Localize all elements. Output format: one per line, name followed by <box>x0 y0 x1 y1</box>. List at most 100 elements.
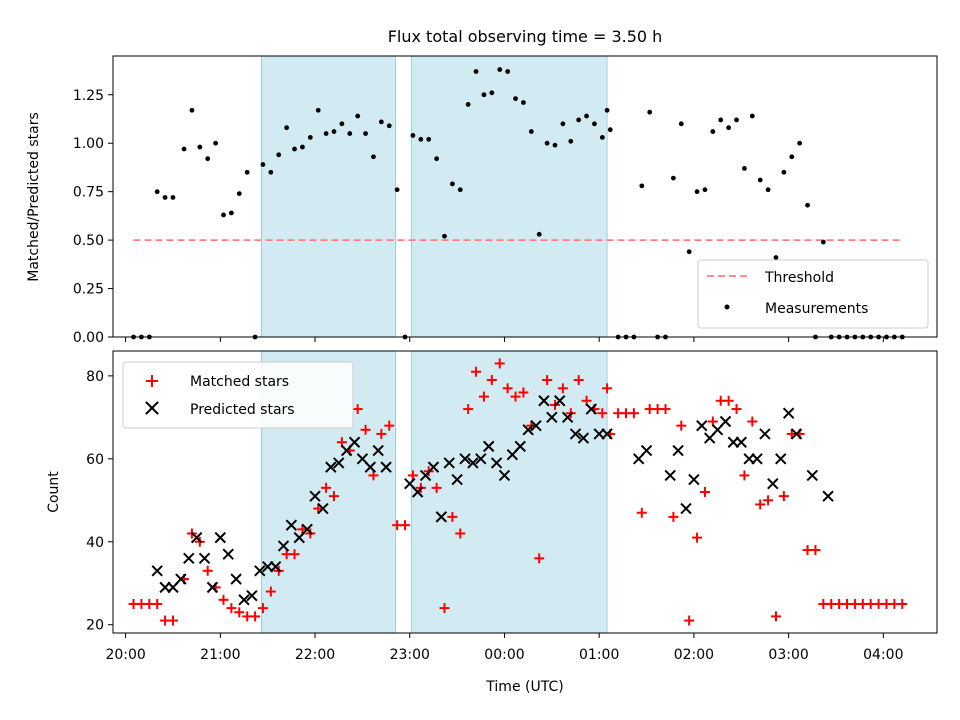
matched-star-point <box>810 545 821 556</box>
measurement-point <box>576 117 582 123</box>
measurement-point <box>789 154 795 160</box>
y-tick-label: 40 <box>86 535 104 551</box>
predicted-star-point <box>309 490 321 502</box>
predicted-star-point <box>640 444 653 457</box>
matched-star-point <box>636 507 647 518</box>
measurement-point <box>244 169 250 175</box>
matched-star-point <box>376 428 387 439</box>
y-tick-label: 1.25 <box>73 88 104 104</box>
measurement-point <box>552 142 558 148</box>
predicted-star-point <box>538 395 550 407</box>
measurement-point <box>568 138 574 144</box>
predicted-star-point <box>317 502 329 515</box>
y-tick-label: 0.25 <box>73 282 104 298</box>
matched-star-point <box>747 416 758 427</box>
legend-threshold-label: Threshold <box>764 270 834 286</box>
matched-star-point <box>502 383 513 394</box>
measurement-point <box>765 187 771 193</box>
measurement-point <box>410 133 416 138</box>
predicted-star-point <box>301 523 313 536</box>
matched-star-point <box>534 553 545 564</box>
predicted-star-point <box>364 461 377 473</box>
predicted-star-point <box>767 477 779 490</box>
measurement-point <box>378 119 384 125</box>
matched-star-point <box>226 603 237 614</box>
matched-star-point <box>400 520 411 531</box>
measurement-point <box>560 121 566 127</box>
predicted-star-point <box>735 436 747 448</box>
measurement-point <box>528 129 534 134</box>
matched-star-point <box>770 611 781 622</box>
predicted-star-point <box>782 407 795 419</box>
predicted-star-point <box>806 469 819 482</box>
matched-star-point <box>628 408 639 419</box>
measurement-point <box>181 146 187 152</box>
matched-star-point <box>321 482 332 493</box>
top-axes-frame <box>112 55 938 338</box>
predicted-star-point <box>285 519 298 531</box>
bottom-axes-frame <box>112 350 938 634</box>
legend-predicted-label: Predicted stars <box>190 402 295 418</box>
x-tick-label: 03:00 <box>768 647 808 663</box>
predicted-star-point <box>601 428 613 440</box>
predicted-star-point <box>372 444 384 457</box>
measurement-points <box>131 67 905 340</box>
matched-star-point <box>510 391 521 402</box>
legend-measurements-swatch <box>724 304 730 310</box>
top-title: Flux total observing time = 3.50 h <box>388 27 663 46</box>
measurement-point <box>749 113 755 119</box>
measurement-point <box>481 92 487 98</box>
matched-star-point <box>257 603 268 614</box>
measurement-point <box>781 169 787 175</box>
matched-star-point <box>542 375 553 386</box>
measurement-point <box>418 136 424 142</box>
measurement-point <box>726 125 732 131</box>
x-tick-label: 22:00 <box>295 647 335 663</box>
predicted-star-point <box>680 502 692 515</box>
measurement-point <box>489 90 495 96</box>
y-tick-label: 0.50 <box>73 233 104 249</box>
bottom-panel: 20:00 21:00 22:00 23:00 00:00 01:00 02:00 03:00… <box>46 350 938 695</box>
matched-star-point <box>167 615 178 626</box>
measurement-point <box>757 177 763 183</box>
x-tick-label: 04:00 <box>863 647 903 663</box>
predicted-star-point <box>151 565 163 577</box>
matched-star-point <box>486 375 497 386</box>
matched-star-point <box>250 611 261 622</box>
measurement-point <box>592 121 597 127</box>
measurement-point <box>536 231 542 237</box>
predicted-star-point <box>569 428 582 440</box>
measurement-point <box>607 127 613 133</box>
matched-star-point <box>668 511 679 522</box>
predicted-star-point <box>482 440 495 453</box>
legend-predicted-swatch <box>145 401 159 415</box>
bottom-y-ticks: 20 40 60 80 <box>86 369 113 634</box>
top-panel: Flux total observing time = 3.50 h 0.000… <box>26 27 938 346</box>
predicted-star-point <box>664 469 676 482</box>
predicted-star-point <box>435 511 448 523</box>
measurement-point <box>465 102 471 107</box>
measurement-point <box>371 154 376 160</box>
y-tick-label: 1.00 <box>73 136 104 152</box>
measurement-point <box>154 189 160 195</box>
predicted-star-point <box>530 419 542 432</box>
predicted-star-point <box>759 428 771 440</box>
measurement-point <box>284 125 290 131</box>
matched-star-point <box>352 404 363 415</box>
predicted-star-point <box>206 581 219 594</box>
matched-star-point <box>597 408 608 419</box>
matched-star-point <box>660 404 671 415</box>
x-tick-label: 21:00 <box>200 647 240 663</box>
predicted-star-point <box>214 531 227 544</box>
matched-star-point <box>897 598 908 609</box>
predicted-star-point <box>333 457 345 469</box>
x-tick-label: 02:00 <box>674 647 714 663</box>
predicted-star-point <box>719 415 732 428</box>
predicted-star-point <box>561 411 574 424</box>
predicted-star-point <box>380 461 392 473</box>
predicted-star-point <box>427 461 440 473</box>
bottom-x-label: Time (UTC) <box>485 679 563 695</box>
x-tick-label: 23:00 <box>390 647 430 663</box>
matched-star-point <box>778 491 789 502</box>
matched-star-point <box>368 470 379 481</box>
